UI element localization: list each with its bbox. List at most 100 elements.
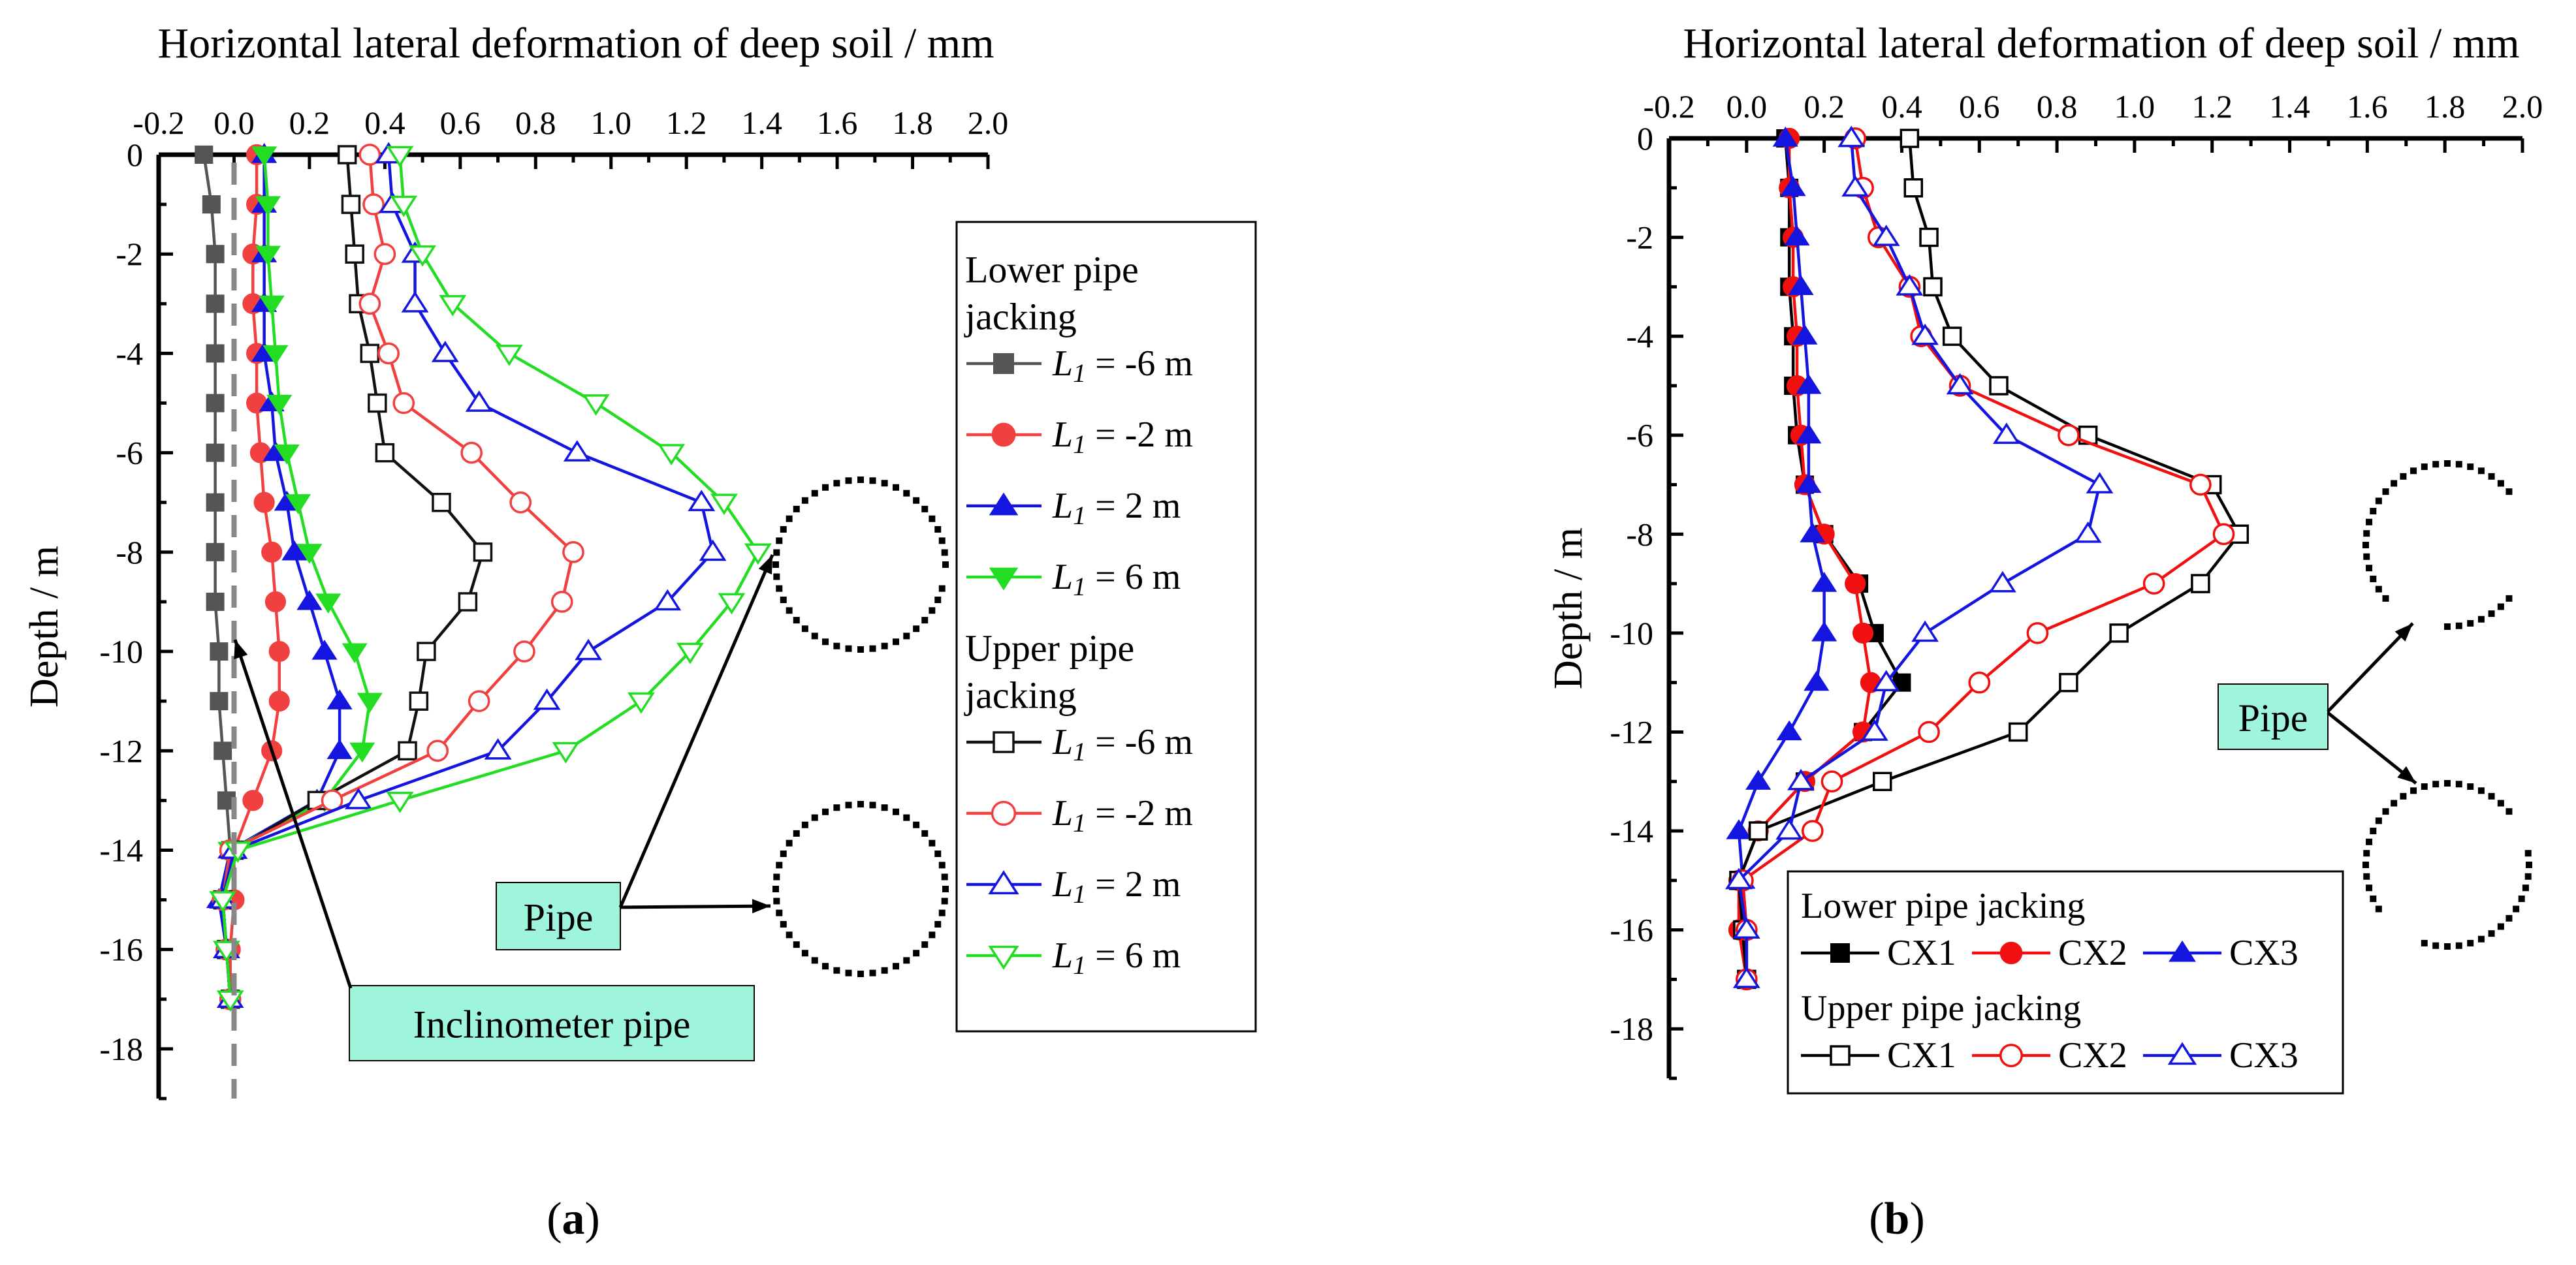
data-point bbox=[1946, 373, 1974, 395]
x-tick-label: -0.2 bbox=[1643, 88, 1694, 125]
y-tick-label: -2 bbox=[1626, 219, 1653, 256]
pipe-outline-dot bbox=[2370, 575, 2377, 582]
data-point bbox=[484, 738, 512, 760]
data-point bbox=[264, 591, 287, 613]
arrow-shaft bbox=[618, 554, 774, 908]
data-point bbox=[1726, 819, 1752, 839]
pipe-outline-dot bbox=[942, 561, 949, 568]
pipe-outline-dot bbox=[2370, 508, 2377, 515]
x-tick-label: 0.6 bbox=[1959, 88, 2000, 125]
pipe-outline-dot bbox=[833, 804, 840, 811]
x-tick-label: 1.0 bbox=[2114, 88, 2155, 125]
y-tick-label: -4 bbox=[1626, 318, 1653, 354]
x-tick-label: 0.6 bbox=[440, 104, 481, 141]
data-point bbox=[439, 294, 467, 317]
pipe-outline-dot bbox=[776, 537, 783, 544]
y-tick-label: 0 bbox=[1637, 120, 1653, 157]
data-point bbox=[552, 742, 580, 764]
series bbox=[1725, 125, 2114, 988]
pipe-outline-dot bbox=[857, 971, 864, 977]
data-point bbox=[409, 691, 429, 711]
pipe-label-box bbox=[496, 882, 621, 950]
pipe-outline-dot bbox=[2497, 480, 2504, 487]
pipe-outline-dot bbox=[773, 549, 780, 556]
data-point bbox=[1811, 621, 1837, 642]
legend-label: L1 = 6 m bbox=[1052, 935, 1181, 980]
data-point bbox=[718, 593, 746, 615]
pipe-outline-dot bbox=[893, 484, 900, 491]
chart-panel-a: Horizontal lateral deformation of deep s… bbox=[22, 20, 1257, 1244]
data-point bbox=[281, 540, 308, 561]
pipe-outline-dot bbox=[2467, 619, 2474, 627]
pipe-label-box bbox=[2218, 683, 2329, 750]
pipe-outline-dot bbox=[869, 645, 876, 652]
data-point bbox=[315, 593, 342, 614]
legend-group-title: Upper pipe bbox=[965, 627, 1134, 670]
pipe-outline-dot bbox=[942, 886, 949, 892]
data-point bbox=[1903, 178, 1924, 198]
x-tick-label: 0.0 bbox=[214, 104, 255, 141]
data-point bbox=[473, 542, 493, 562]
data-point bbox=[206, 294, 225, 313]
data-point bbox=[296, 589, 323, 610]
pipe-outline-dot bbox=[2455, 781, 2462, 788]
data-point bbox=[1788, 275, 1814, 295]
pipe-outline-dot bbox=[2477, 616, 2485, 623]
data-point bbox=[206, 443, 225, 462]
data-point bbox=[1804, 670, 1830, 691]
pipe-outline-dot bbox=[2370, 895, 2377, 902]
y-tick-label: -10 bbox=[1610, 615, 1653, 651]
legend-marker bbox=[993, 353, 1014, 374]
pipe-outline-dot bbox=[2524, 850, 2532, 857]
data-point bbox=[345, 788, 372, 809]
data-point bbox=[460, 441, 483, 464]
pipe-outline-dot bbox=[2375, 497, 2382, 505]
y-tick-label: -2 bbox=[116, 236, 143, 272]
data-point bbox=[341, 195, 361, 214]
legend-marker bbox=[993, 731, 1015, 753]
legend-group-title: Lower pipe jacking bbox=[1801, 886, 2085, 926]
pipe-outline-dot bbox=[2455, 622, 2462, 629]
pipe-outline-dot bbox=[2526, 862, 2532, 868]
data-point bbox=[417, 642, 436, 661]
data-point bbox=[390, 195, 418, 217]
pipe-outline-dot bbox=[780, 525, 787, 533]
pipe-label: Pipe bbox=[496, 882, 621, 950]
x-tick-label: 2.0 bbox=[2502, 88, 2543, 125]
y-tick-label: -14 bbox=[1610, 813, 1653, 849]
pipe-outline-dot bbox=[786, 839, 793, 847]
pipe-outline-dot bbox=[2366, 565, 2373, 572]
legend: Lower pipe jacking L1 = -6 m L1 = -2 m L1 = … bbox=[955, 221, 1257, 1033]
inclinometer-label-box bbox=[349, 985, 755, 1061]
legend-group-title: Upper pipe jacking bbox=[1801, 988, 2081, 1029]
legend-label: L1 = 6 m bbox=[1052, 557, 1181, 601]
pipe-outline-dot bbox=[2410, 467, 2417, 475]
pipe-outline-dot bbox=[2522, 884, 2529, 892]
data-point bbox=[2212, 523, 2235, 546]
x-tick-label: 1.4 bbox=[2269, 88, 2310, 125]
legend-label: CX2 bbox=[2058, 933, 2127, 973]
data-point bbox=[195, 146, 214, 164]
x-axis-title: Horizontal lateral deformation of deep s… bbox=[1683, 20, 2519, 67]
data-point bbox=[358, 292, 381, 315]
x-tick-label: 0.4 bbox=[1881, 88, 1922, 125]
pipe-outline-dot bbox=[2497, 800, 2504, 807]
pipe-outline-dot bbox=[857, 646, 864, 653]
pipe-outline-dot bbox=[913, 950, 920, 957]
legend-marker bbox=[991, 800, 1017, 826]
legend-marker bbox=[989, 567, 1019, 591]
legend-label: L1 = -2 m bbox=[1052, 414, 1193, 459]
pipe-outline-dot bbox=[857, 801, 864, 807]
pipe-outline-dot bbox=[2488, 473, 2495, 480]
data-point bbox=[1860, 719, 1888, 741]
data-point bbox=[1776, 720, 1802, 741]
legend-marker bbox=[991, 422, 1016, 447]
legend-label: L1 = 2 m bbox=[1052, 864, 1181, 909]
data-point bbox=[1745, 770, 1772, 790]
legend-marker bbox=[1830, 943, 1850, 963]
data-point bbox=[458, 592, 478, 612]
pipe-outline-dot bbox=[2444, 623, 2451, 630]
y-axis-title: Depth / m bbox=[22, 546, 67, 708]
data-point bbox=[358, 144, 381, 166]
